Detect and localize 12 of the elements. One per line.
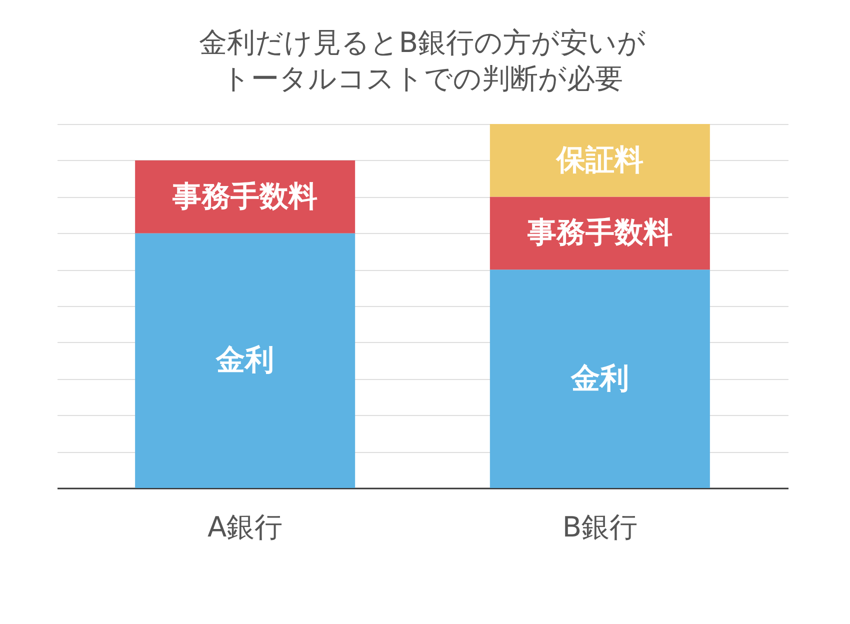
bar xyxy=(490,270,710,488)
text: 金利 xyxy=(216,342,274,377)
x-tick-label: B銀行 xyxy=(562,510,638,544)
bar xyxy=(490,124,710,197)
series-label: 事務手数料 xyxy=(526,215,672,250)
text: 事務手数料 xyxy=(172,178,318,213)
x-tick-label: A銀行 xyxy=(207,510,283,544)
series-label: 保証料 xyxy=(555,142,644,176)
chart-title: 金利だけ見るとB銀行の方が安いが xyxy=(198,26,646,59)
chart-subtitle: トータルコストでの判断が必要 xyxy=(222,62,623,95)
series-label: 金利 xyxy=(570,360,629,395)
bar xyxy=(135,233,356,488)
